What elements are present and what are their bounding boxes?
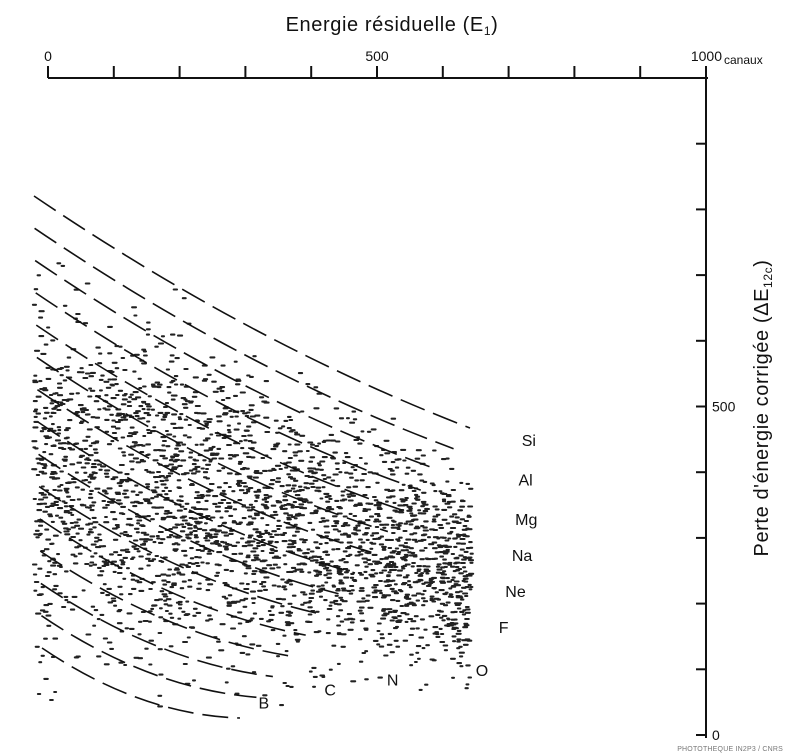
x-axis-title-close: ) (491, 14, 498, 36)
y-axis-title-main: Perte d'énergie corrigée (ΔE (751, 288, 773, 557)
separation-line (33, 195, 471, 429)
element-label: N (387, 673, 399, 690)
separation-line (40, 582, 273, 678)
y-tick-label: 0 (712, 727, 720, 743)
element-labels: Si Al Mg Na Ne F O N C B (259, 433, 538, 713)
separation-line (36, 356, 389, 533)
y-tick-label: 500 (712, 399, 736, 415)
element-label: B (259, 696, 270, 713)
separation-line (35, 324, 405, 512)
separation-line (35, 292, 421, 491)
separation-line (37, 421, 356, 574)
x-axis-title: Energie résiduelle (E1) (286, 14, 499, 38)
element-label: Al (518, 472, 532, 489)
element-label: Mg (515, 512, 537, 529)
element-label: Na (512, 548, 533, 565)
separation-lines (33, 195, 471, 719)
x-tick-label: 0 (44, 48, 52, 64)
element-label: Si (522, 433, 536, 450)
separation-line (38, 453, 339, 595)
photo-credit: PHOTOTHEQUE IN2P3 / CNRS (677, 746, 783, 753)
separation-line (39, 518, 306, 636)
separation-line (40, 615, 257, 699)
separation-line (38, 485, 323, 616)
element-label: O (476, 663, 488, 680)
y-axis-title-sub: 12c (761, 267, 775, 288)
x-tick-label: 1000 (691, 48, 722, 64)
x-axis-unit: canaux (724, 53, 763, 67)
x-tick-label: 500 (365, 48, 389, 64)
element-label: Ne (505, 584, 526, 601)
x-axis (47, 66, 708, 79)
separation-line (36, 389, 372, 554)
separation-line (39, 550, 290, 657)
separation-line (41, 647, 241, 719)
y-axis-title: Perte d'énergie corrigée (ΔE12c) (751, 260, 775, 557)
x-axis-title-sub: 1 (484, 24, 491, 38)
element-label: F (499, 620, 509, 637)
y-axis (696, 78, 707, 738)
element-label: C (324, 683, 336, 700)
x-tick-labels: 0 500 1000 (44, 48, 722, 64)
y-tick-labels: 0 500 (712, 399, 736, 744)
separation-line (34, 259, 438, 471)
data-points (31, 262, 475, 708)
y-axis-title-close: ) (751, 260, 773, 267)
separation-line (34, 227, 454, 450)
scatter-cloud (31, 262, 475, 708)
x-axis-title-main: Energie résiduelle (E (286, 14, 484, 36)
